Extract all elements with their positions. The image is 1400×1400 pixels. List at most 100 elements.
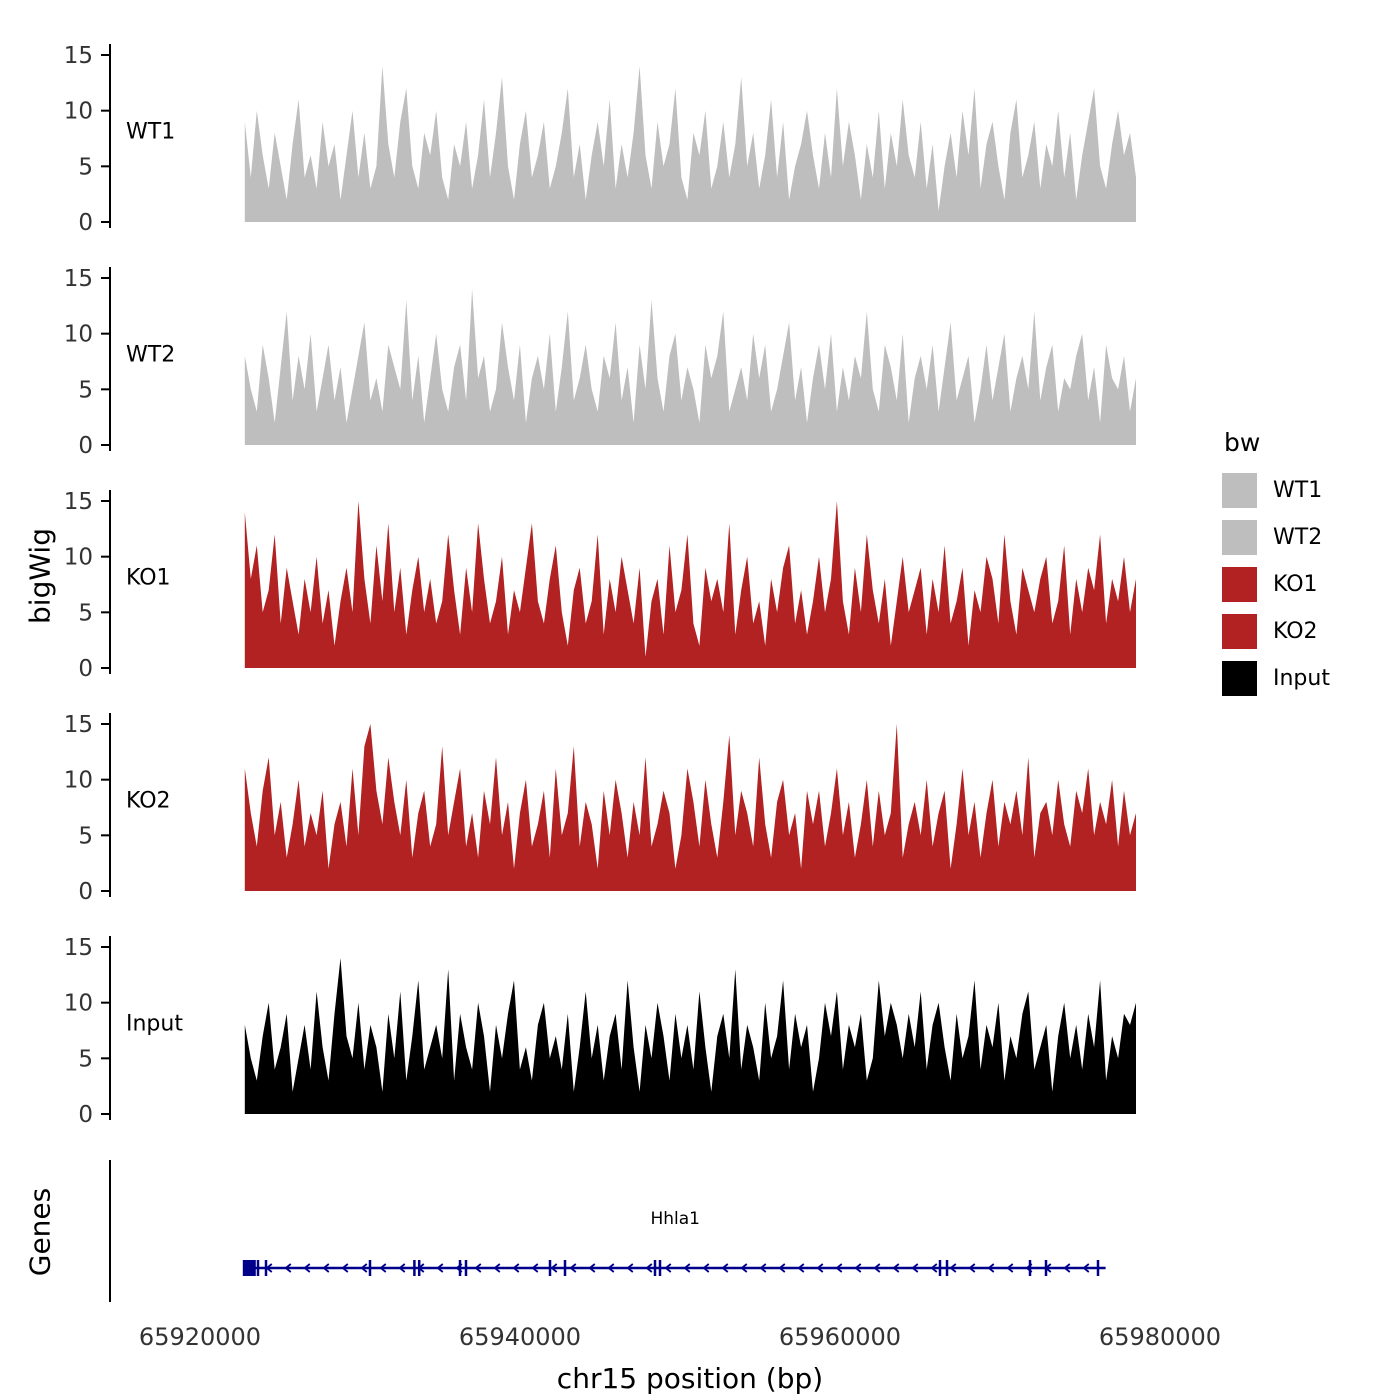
x-tick-label: 65920000 [139, 1323, 261, 1351]
gene-strand-arrow-icon [531, 1263, 539, 1273]
gene-strand-arrow-icon [645, 1263, 653, 1273]
legend-swatch-WT1 [1222, 473, 1257, 508]
y-tick-label: 5 [78, 1046, 93, 1072]
track-area-KO1 [244, 501, 1137, 668]
track-label-WT1: WT1 [126, 120, 175, 145]
y-tick-label: 0 [78, 656, 93, 682]
gene-strand-arrow-icon [398, 1263, 406, 1273]
y-tick-label: 5 [78, 154, 93, 180]
track-area-Input [244, 958, 1137, 1114]
y-tick-label: 10 [64, 768, 93, 794]
y-tick-label: 5 [78, 377, 93, 403]
y-tick-label: 15 [64, 935, 93, 961]
gene-strand-arrow-icon [550, 1263, 558, 1273]
y-tick-label: 10 [64, 322, 93, 348]
gene-strand-arrow-icon [284, 1263, 292, 1273]
legend-entry-KO2: KO2 [1222, 614, 1330, 649]
gene-strand-arrow-icon [873, 1263, 881, 1273]
gene-start-exon [242, 1260, 256, 1276]
gene-strand-arrow-icon [360, 1263, 368, 1273]
gene-strand-arrow-icon [569, 1263, 577, 1273]
gene-strand-arrow-icon [1082, 1263, 1090, 1273]
legend-entry-WT1: WT1 [1222, 473, 1330, 508]
track-area-WT2 [244, 289, 1137, 445]
gene-strand-arrow-icon [911, 1263, 919, 1273]
legend-label: KO1 [1273, 572, 1318, 597]
gene-strand-arrow-icon [949, 1263, 957, 1273]
y-tick-label: 0 [78, 433, 93, 459]
y-tick-label: 15 [64, 43, 93, 69]
legend-entries: WT1 WT2 KO1 KO2 Input [1222, 473, 1330, 696]
legend-label: WT2 [1273, 525, 1323, 550]
y-tick-label: 0 [78, 879, 93, 905]
gene-strand-arrow-icon [664, 1263, 672, 1273]
gene-name-label: Hhla1 [650, 1209, 700, 1229]
x-tick-label: 65940000 [459, 1323, 581, 1351]
gene-strand-arrow-icon [892, 1263, 900, 1273]
gene-strand-arrow-icon [341, 1263, 349, 1273]
gene-strand-arrow-icon [512, 1263, 520, 1273]
legend-swatch-Input [1222, 661, 1257, 696]
gene-strand-arrow-icon [379, 1263, 387, 1273]
x-tick-label: 65980000 [1099, 1323, 1221, 1351]
track-label-KO1: KO1 [126, 566, 171, 591]
gene-strand-arrow-icon [702, 1263, 710, 1273]
legend-entry-WT2: WT2 [1222, 520, 1330, 555]
gene-strand-arrow-icon [968, 1263, 976, 1273]
legend-label: KO2 [1273, 619, 1318, 644]
gene-strand-arrow-icon [930, 1263, 938, 1273]
y-tick-label: 10 [64, 99, 93, 125]
track-label-Input: Input [126, 1012, 183, 1037]
gene-strand-arrow-icon [303, 1263, 311, 1273]
gene-strand-arrow-icon [417, 1263, 425, 1273]
legend-entry-Input: Input [1222, 661, 1330, 696]
legend-entry-KO1: KO1 [1222, 567, 1330, 602]
gene-strand-arrow-icon [607, 1263, 615, 1273]
gene-strand-arrow-icon [436, 1263, 444, 1273]
gene-strand-arrow-icon [987, 1263, 995, 1273]
legend-label: WT1 [1273, 478, 1323, 503]
track-label-KO2: KO2 [126, 789, 171, 814]
y-tick-label: 0 [78, 210, 93, 236]
legend: bw WT1 WT2 KO1 KO2 Input [1222, 428, 1330, 708]
gene-strand-arrow-icon [1044, 1263, 1052, 1273]
y-tick-label: 15 [64, 489, 93, 515]
gene-strand-arrow-icon [1063, 1263, 1071, 1273]
gene-strand-arrow-icon [265, 1263, 273, 1273]
y-axis-title: bigWig [23, 528, 57, 624]
gene-strand-arrow-icon [835, 1263, 843, 1273]
legend-label: Input [1273, 666, 1330, 691]
gene-strand-arrow-icon [1006, 1263, 1014, 1273]
y-tick-label: 15 [64, 266, 93, 292]
gene-strand-arrow-icon [474, 1263, 482, 1273]
gene-strand-arrow-icon [854, 1263, 862, 1273]
track-area-WT1 [244, 66, 1137, 222]
gene-strand-arrow-icon [797, 1263, 805, 1273]
gene-strand-arrow-icon [455, 1263, 463, 1273]
legend-swatch-KO2 [1222, 614, 1257, 649]
y-tick-label: 10 [64, 991, 93, 1017]
gene-strand-arrow-icon [740, 1263, 748, 1273]
y-tick-label: 5 [78, 600, 93, 626]
x-tick-label: 65960000 [779, 1323, 901, 1351]
legend-swatch-KO1 [1222, 567, 1257, 602]
y-tick-label: 5 [78, 823, 93, 849]
legend-title: bw [1224, 428, 1261, 457]
gene-strand-arrow-icon [626, 1263, 634, 1273]
x-axis-title: chr15 position (bp) [556, 1362, 824, 1395]
gene-strand-arrow-icon [721, 1263, 729, 1273]
track-label-WT2: WT2 [126, 343, 175, 368]
y-tick-label: 10 [64, 545, 93, 571]
gene-strand-arrow-icon [778, 1263, 786, 1273]
gene-strand-arrow-icon [759, 1263, 767, 1273]
y-tick-label: 0 [78, 1102, 93, 1128]
gene-strand-arrow-icon [322, 1263, 330, 1273]
gene-strand-arrow-icon [588, 1263, 596, 1273]
legend-swatch-WT2 [1222, 520, 1257, 555]
gene-strand-arrow-icon [493, 1263, 501, 1273]
genes-axis-title: Genes [23, 1187, 57, 1277]
y-tick-label: 15 [64, 712, 93, 738]
gene-strand-arrow-icon [683, 1263, 691, 1273]
